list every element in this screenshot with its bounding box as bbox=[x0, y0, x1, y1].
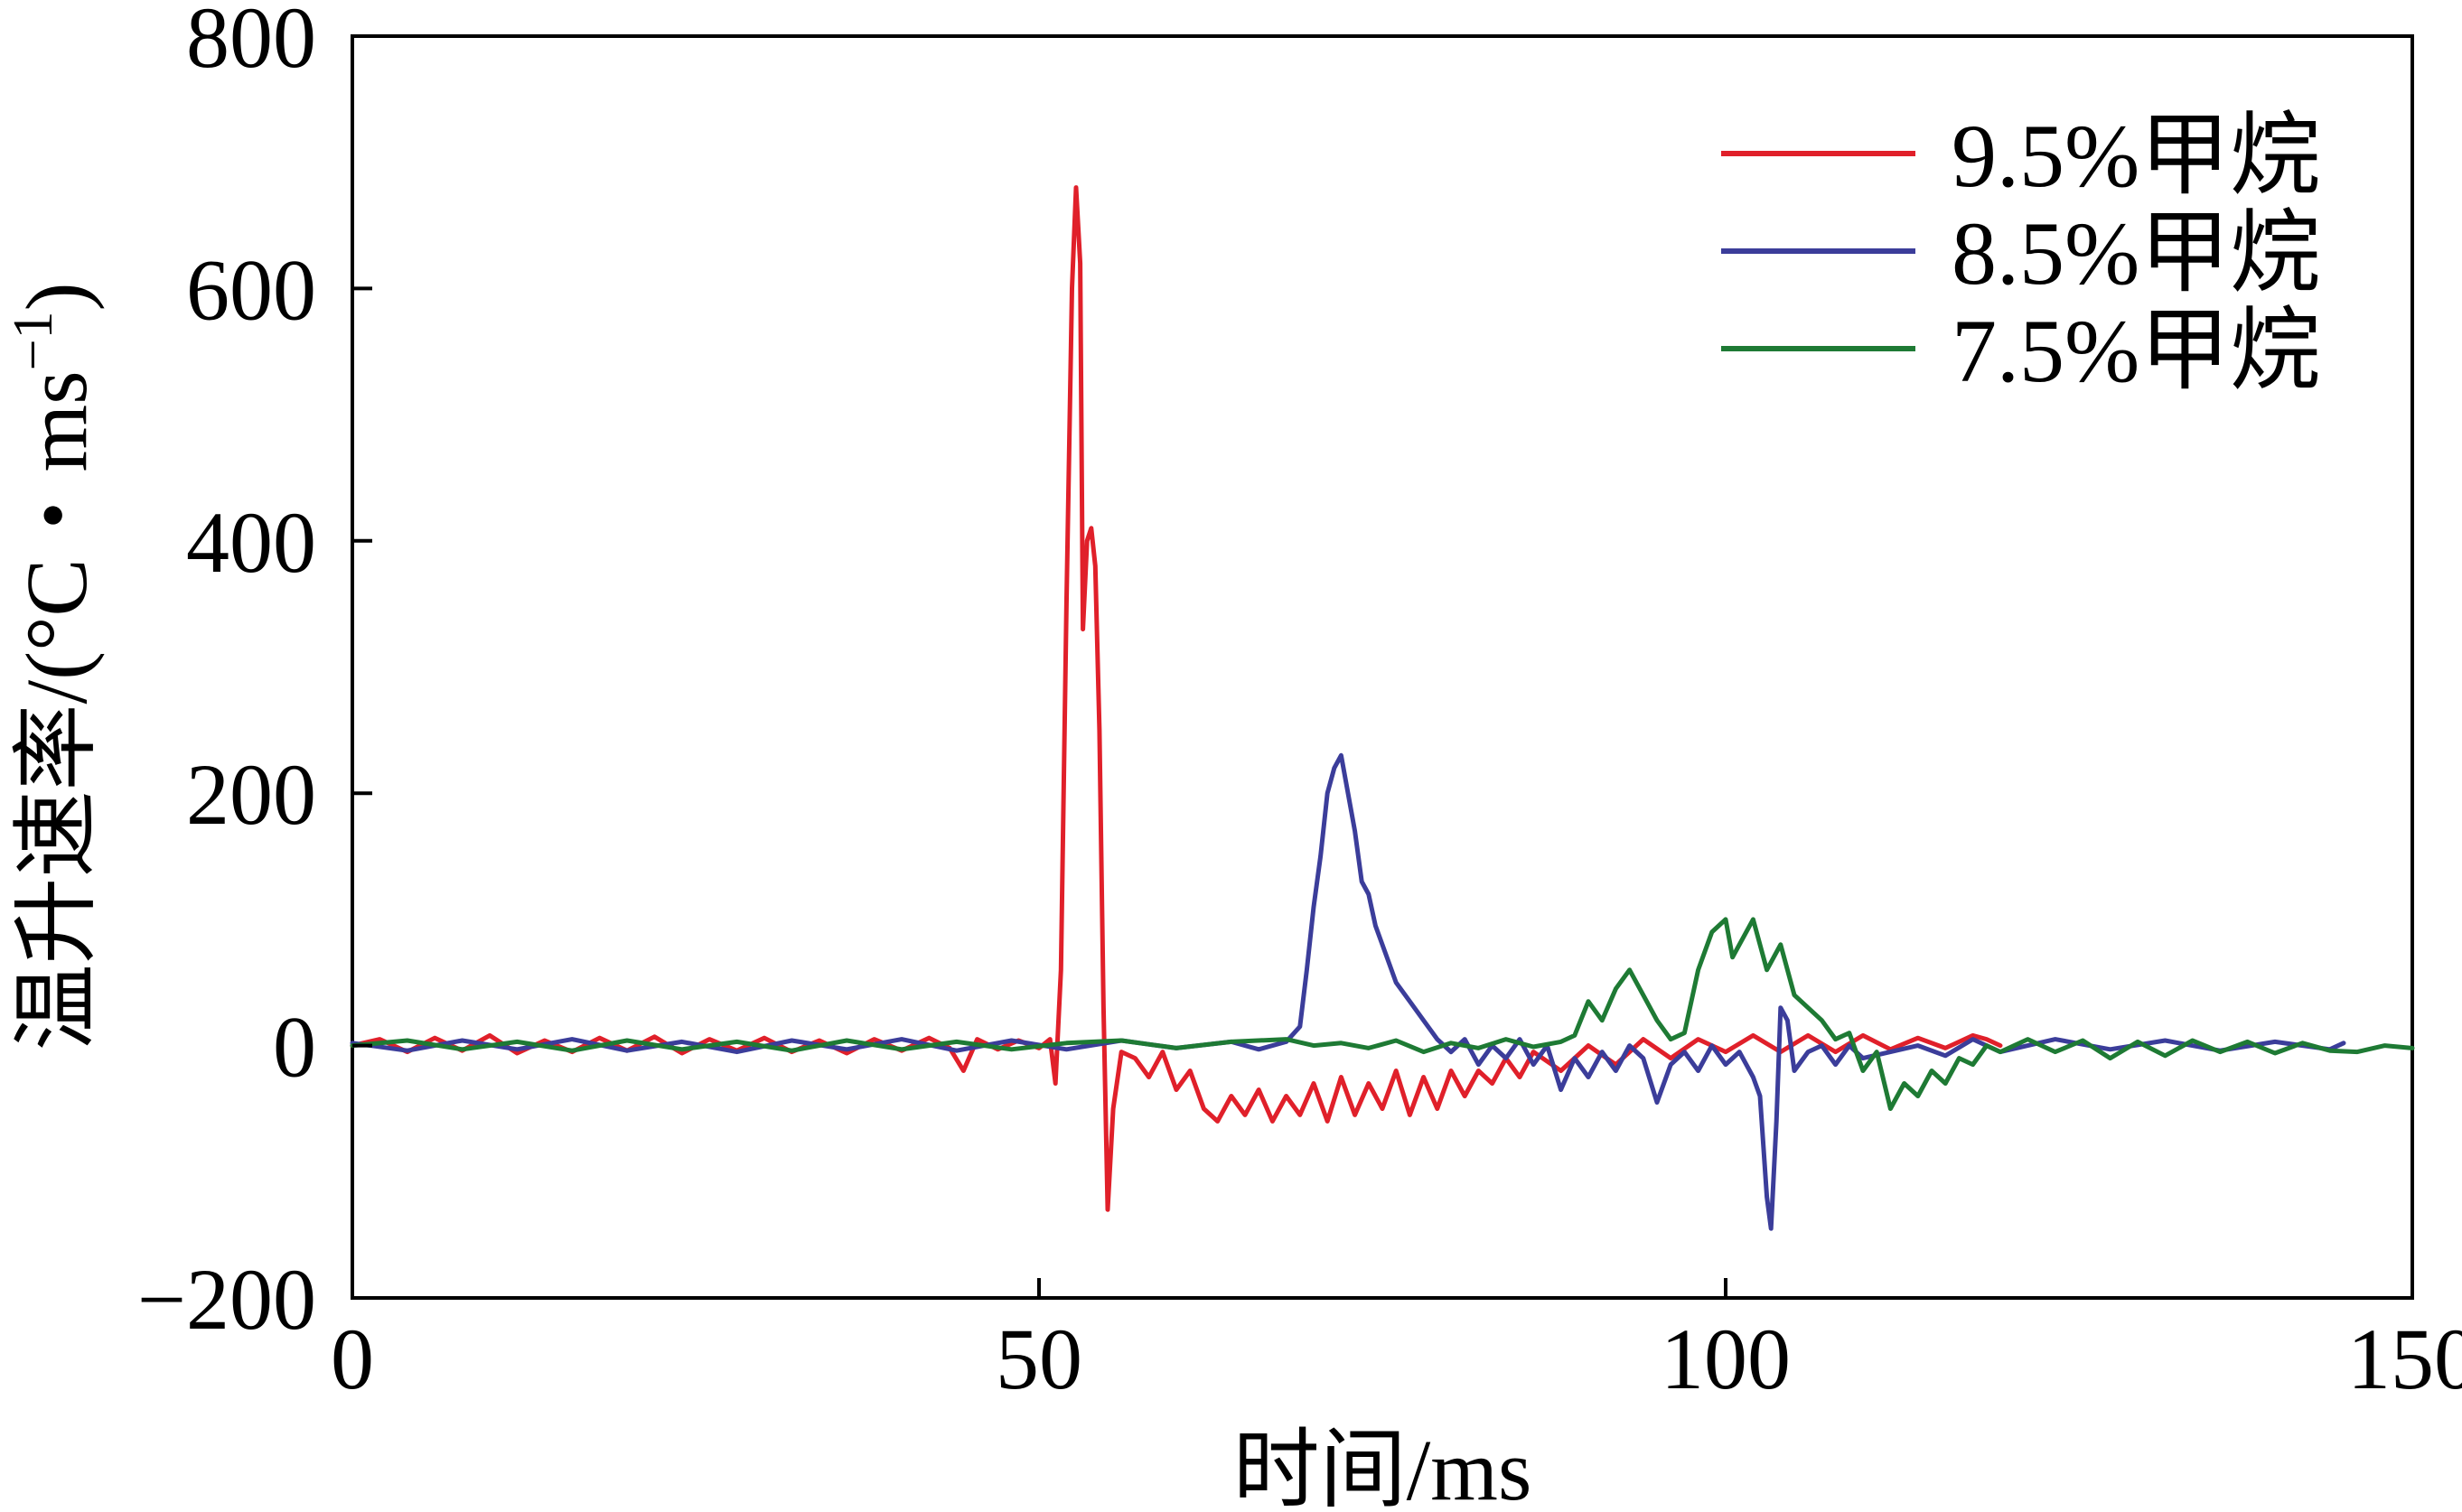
series-line-1 bbox=[350, 752, 2346, 1231]
legend-label-0: 9.5%甲烷 bbox=[1952, 106, 2320, 206]
y-tick-label: −200 bbox=[137, 1251, 316, 1348]
series-line-0 bbox=[350, 185, 2003, 1212]
x-tick-label: 150 bbox=[2347, 1311, 2462, 1407]
legend: 9.5%甲烷8.5%甲烷7.5%甲烷 bbox=[1721, 106, 2320, 401]
y-tick-label: 200 bbox=[186, 746, 316, 843]
y-tick-label: 600 bbox=[186, 241, 316, 338]
y-axis-title-main: 温升速率/(°C・ms bbox=[8, 370, 105, 1050]
x-axis: 0 50 100 150 bbox=[331, 1278, 2462, 1407]
x-tick-label: 0 bbox=[331, 1311, 374, 1407]
y-axis-title-close: ) bbox=[8, 282, 105, 311]
series-line-2 bbox=[350, 917, 2415, 1111]
y-tick-label: 400 bbox=[186, 494, 316, 591]
y-tick-label: 0 bbox=[273, 999, 316, 1096]
x-tick-label: 50 bbox=[996, 1311, 1082, 1407]
y-axis: −200 0 200 400 600 800 bbox=[137, 0, 372, 1348]
y-axis-title-superscript: −1 bbox=[3, 311, 64, 370]
y-tick-label: 800 bbox=[186, 0, 316, 86]
legend-label-1: 8.5%甲烷 bbox=[1952, 203, 2320, 303]
x-tick-label: 100 bbox=[1661, 1311, 1791, 1407]
series-layer bbox=[350, 185, 2415, 1231]
y-axis-title: 温升速率/(°C・ms−1) bbox=[3, 282, 105, 1050]
plot-frame bbox=[351, 34, 2414, 1300]
x-axis-title: 时间/ms bbox=[1233, 1422, 1532, 1512]
legend-label-2: 7.5%甲烷 bbox=[1952, 301, 2320, 401]
